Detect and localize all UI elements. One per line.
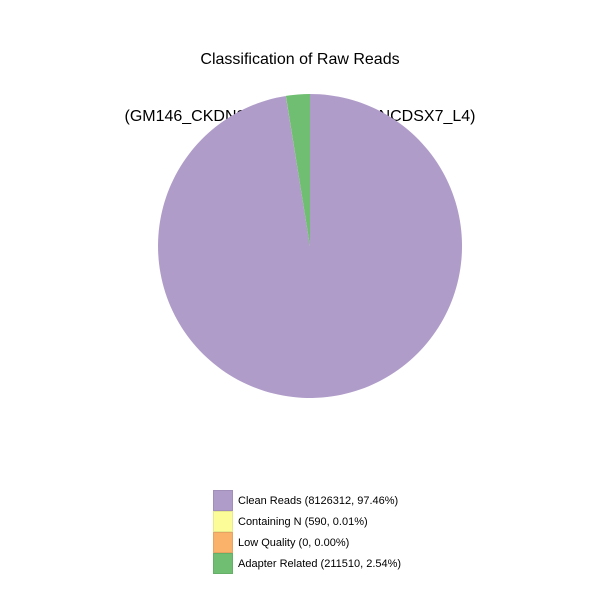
chart-title-line1: Classification of Raw Reads — [200, 51, 400, 68]
pie-slice-containing-n — [285, 95, 310, 247]
pie-slice-clean-reads — [158, 94, 463, 398]
legend-label: Low Quality (0, 0.00%) — [238, 536, 350, 549]
legend-label: Containing N (590, 0.01%) — [238, 515, 368, 528]
legend: Clean Reads (8126312, 97.46%) Containing … — [213, 490, 401, 574]
legend-swatch — [213, 532, 233, 553]
legend-item: Clean Reads (8126312, 97.46%) — [213, 490, 401, 511]
legend-item: Adapter Related (211510, 2.54%) — [213, 553, 401, 574]
legend-label: Adapter Related (211510, 2.54%) — [238, 557, 402, 570]
legend-item: Low Quality (0, 0.00%) — [213, 532, 401, 553]
legend-item: Containing N (590, 0.01%) — [213, 511, 401, 532]
legend-swatch — [213, 511, 233, 532]
legend-swatch — [213, 553, 233, 574]
legend-swatch — [213, 490, 233, 511]
legend-label: Clean Reads (8126312, 97.46%) — [238, 494, 399, 507]
pie-slice-adapter-related — [285, 94, 310, 246]
